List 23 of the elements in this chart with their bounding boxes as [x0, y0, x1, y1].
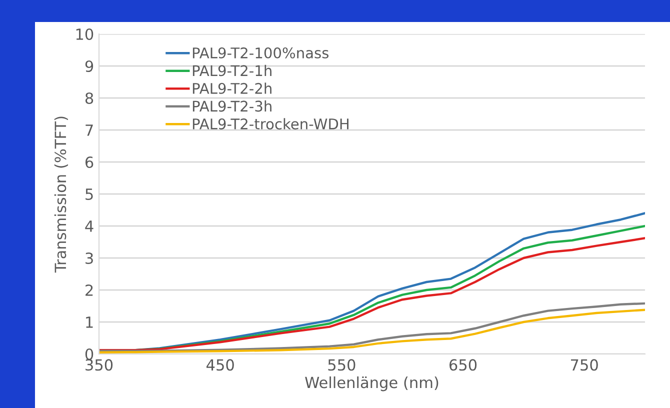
- legend-label: PAL9-T2-3h: [192, 100, 272, 112]
- y-tick-label: 8: [85, 92, 94, 104]
- y-tick-label: 4: [85, 220, 94, 232]
- legend-label: PAL9-T2-2h: [192, 82, 272, 94]
- legend-label: PAL9-T2-100%nass: [192, 47, 328, 58]
- legend-label: PAL9-T2-1h: [192, 64, 272, 76]
- y-tick-label: 2: [86, 284, 93, 296]
- y-tick-label: 6: [85, 156, 94, 168]
- y-tick-label: 3: [86, 252, 93, 264]
- y-tick-label: 0: [85, 348, 94, 360]
- legend-label: PAL9-T2-trocken-WDH: [192, 118, 348, 130]
- x-tick-label: 650: [449, 359, 477, 371]
- x-axis-title: Wellenlänge (nm): [305, 376, 438, 392]
- x-tick-label: 750: [571, 359, 598, 371]
- y-tick-label: 7: [86, 124, 93, 136]
- y-axis-title: Transmission (%TFT): [54, 116, 68, 273]
- y-tick-label: 9: [85, 60, 94, 72]
- x-tick-label: 450: [206, 359, 234, 371]
- x-tick-label: 550: [328, 359, 356, 371]
- x-tick-label: 350: [86, 359, 113, 371]
- y-tick-label: 5: [86, 188, 93, 200]
- y-tick-label: 10: [76, 28, 94, 40]
- y-tick-label: 1: [86, 316, 93, 328]
